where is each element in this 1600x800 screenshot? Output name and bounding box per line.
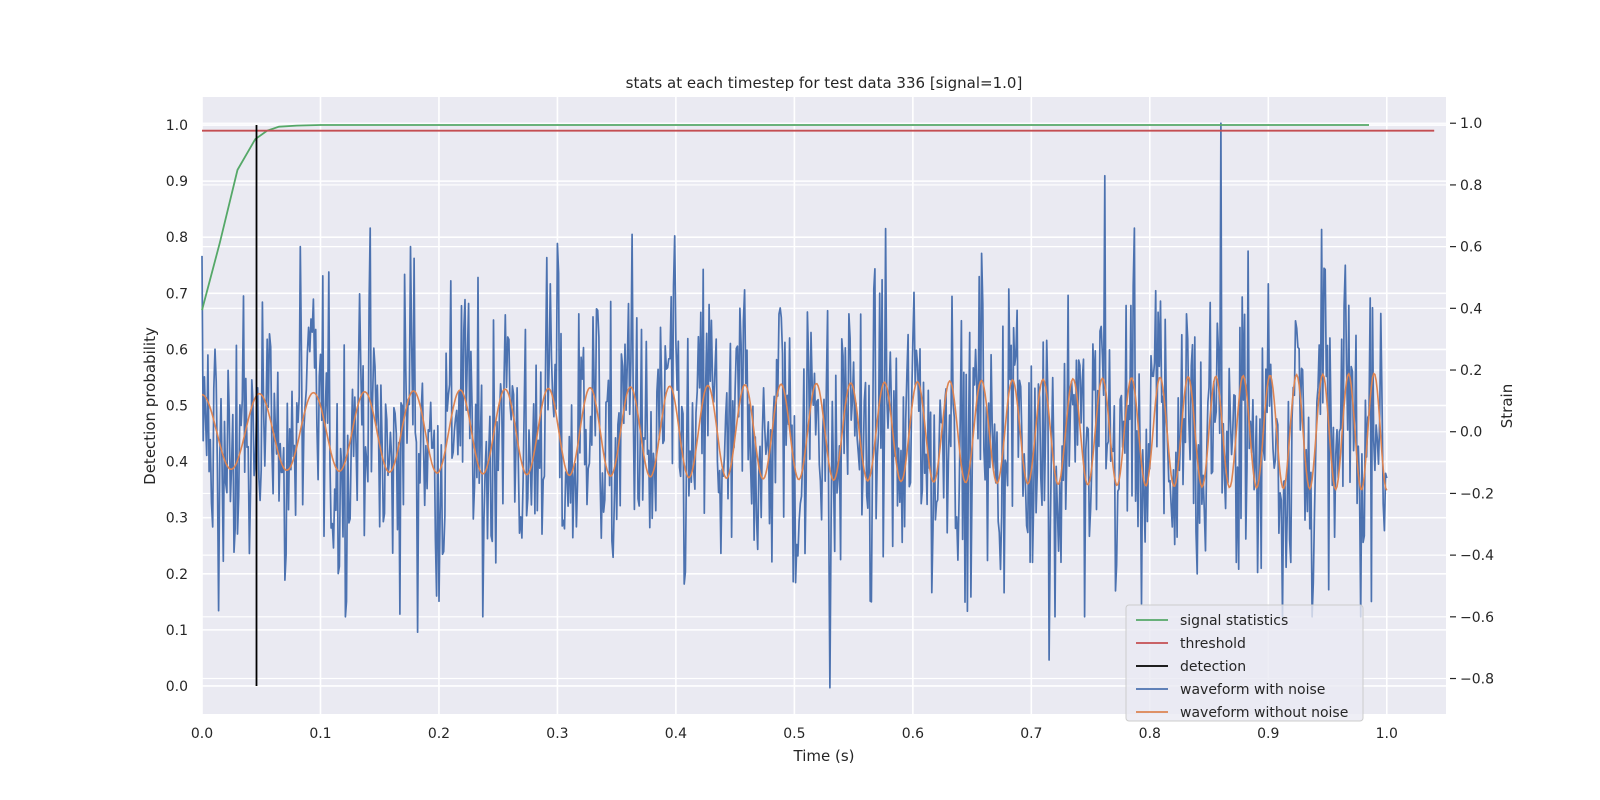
y-right-tick-label: −0.2 (1460, 486, 1494, 502)
x-tick-label: 0.1 (309, 726, 331, 742)
legend-label: signal statistics (1180, 613, 1288, 629)
y-tick-label: 0.3 (166, 511, 188, 527)
legend-label: waveform with noise (1180, 682, 1325, 698)
x-tick-label: 0.2 (428, 726, 450, 742)
x-tick-label: 1.0 (1376, 726, 1398, 742)
legend-box (1125, 604, 1364, 722)
series-waveform-without-noise (201, 372, 1388, 492)
y-right-tick-label: −0.6 (1460, 610, 1494, 626)
x-tick-label: 0.4 (665, 726, 687, 742)
y-tick-label: 0.4 (166, 455, 188, 471)
tick-layer: 0.0 0.1 0.2 0.3 0.4 0.5 0.6 0.7 0.8 0.9 1.0 0.0 0.1 0… (166, 116, 1494, 742)
y-tick-label: 0.6 (166, 342, 188, 358)
x-tick-label: 0.6 (902, 726, 924, 742)
y-right-tick-label: 1.0 (1460, 116, 1482, 132)
y-tick-label: 0.0 (166, 679, 188, 695)
legend-label: waveform without noise (1180, 705, 1348, 721)
legend: signal statistics threshold detection wavef… (1125, 604, 1364, 722)
x-tick-label: 0.7 (1020, 726, 1042, 742)
chart-title: stats at each timestep for test data 336… (626, 74, 1023, 92)
y-tick-label: 0.5 (166, 399, 188, 415)
y-right-tick-label: 0.0 (1460, 425, 1482, 441)
x-tick-label: 0.5 (783, 726, 805, 742)
y-right-tick-label: 0.8 (1460, 178, 1482, 194)
x-tick-label: 0.0 (191, 726, 213, 742)
legend-label: detection (1180, 659, 1246, 675)
y-right-tick-label: −0.8 (1460, 672, 1494, 688)
y-right-tick-label: 0.6 (1460, 240, 1482, 256)
y-tick-label: 0.7 (166, 286, 188, 302)
y-tick-label: 0.2 (166, 567, 188, 583)
y-axis-label: Detection probability (141, 327, 159, 485)
y-tick-label: 0.9 (166, 174, 188, 190)
x-tick-label: 0.9 (1257, 726, 1279, 742)
y-axis-right-label: Strain (1498, 384, 1516, 428)
y-tick-label: 0.1 (166, 623, 188, 639)
series-waveform-with-noise (201, 122, 1388, 689)
y-tick-label: 1.0 (166, 118, 188, 134)
x-tick-label: 0.8 (1139, 726, 1161, 742)
series-layer (201, 122, 1435, 689)
x-axis-label: Time (s) (793, 747, 855, 765)
y-right-tick-label: 0.4 (1460, 301, 1482, 317)
legend-label: threshold (1180, 636, 1246, 652)
x-tick-label: 0.3 (546, 726, 568, 742)
legend-items: signal statistics threshold detection wavef… (1136, 613, 1348, 721)
y-tick-label: 0.8 (166, 230, 188, 246)
series-signal-statistics (201, 124, 1369, 311)
y-right-tick-label: −0.4 (1460, 548, 1494, 564)
y-right-tick-label: 0.2 (1460, 363, 1482, 379)
